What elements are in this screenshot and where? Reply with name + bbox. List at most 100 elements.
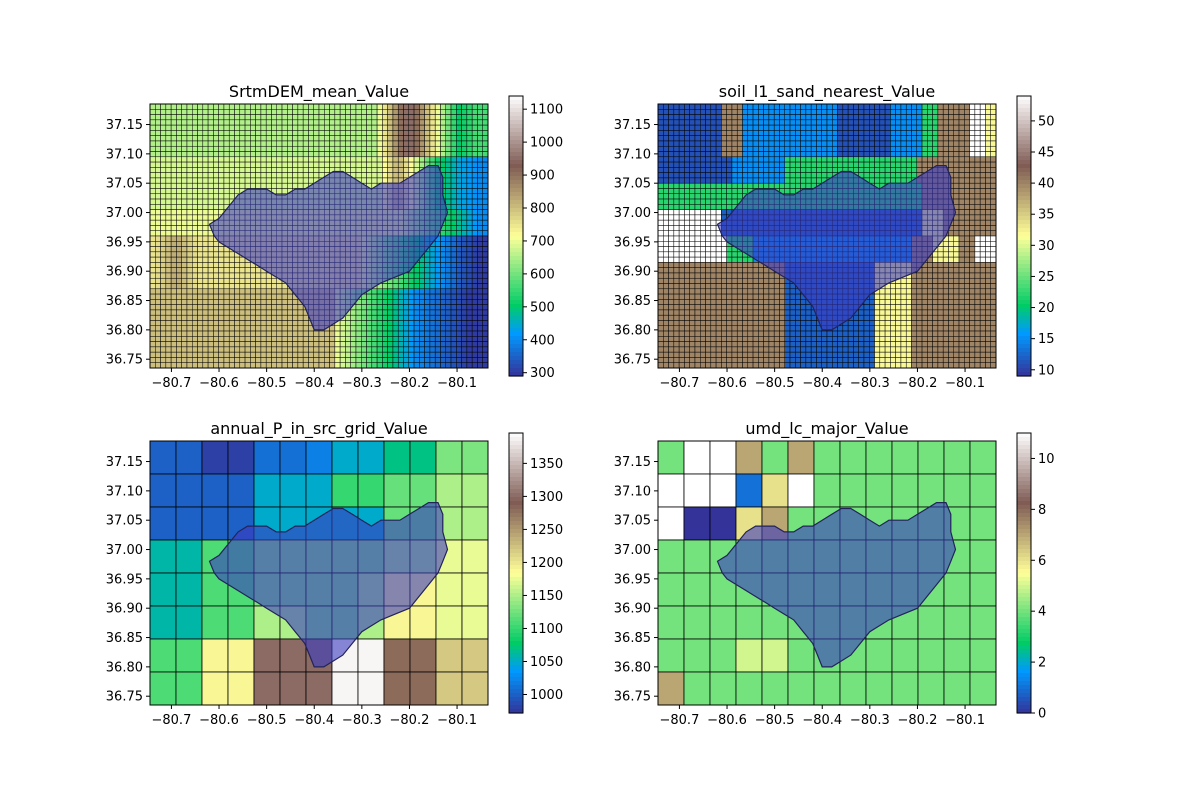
heatmap-cell <box>700 193 706 200</box>
heatmap-cell <box>456 230 462 237</box>
heatmap-cell <box>440 130 447 136</box>
heatmap-cell <box>752 167 759 173</box>
heatmap-cell <box>466 193 473 200</box>
heatmap-cell <box>197 351 204 358</box>
heatmap-cell <box>445 188 452 195</box>
heatmap-cell <box>705 119 712 126</box>
heatmap-cell <box>345 140 351 147</box>
heatmap-cell <box>197 362 204 369</box>
heatmap-cell <box>731 167 738 173</box>
heatmap-cell <box>461 225 468 231</box>
heatmap-cell <box>292 351 299 358</box>
heatmap-cell <box>318 103 325 110</box>
heatmap-cell <box>424 156 431 163</box>
heatmap-cell <box>768 151 775 158</box>
heatmap-cell <box>477 330 483 337</box>
heatmap-cell <box>186 346 193 353</box>
heatmap-cell <box>821 172 828 179</box>
heatmap-cell <box>250 346 256 353</box>
heatmap-cell <box>450 277 457 284</box>
heatmap-cell <box>863 130 870 136</box>
heatmap-cell <box>657 177 664 184</box>
heatmap-cell <box>847 114 854 121</box>
heatmap-cell <box>165 219 172 226</box>
heatmap-cell <box>255 325 262 332</box>
heatmap-cell <box>684 172 690 179</box>
heatmap-cell <box>450 262 457 268</box>
heatmap-cell <box>186 209 193 216</box>
heatmap-cell <box>170 336 177 342</box>
heatmap-cell <box>176 241 182 247</box>
heatmap-cell <box>842 145 849 152</box>
heatmap-cell <box>202 293 209 300</box>
heatmap-cell <box>387 346 394 353</box>
colorbar-segment <box>509 220 523 225</box>
heatmap-cell <box>339 341 346 348</box>
heatmap-cell <box>958 114 965 121</box>
heatmap-cell <box>155 246 161 253</box>
heatmap-cell <box>366 299 373 305</box>
heatmap-cell <box>979 161 986 168</box>
heatmap-cell <box>434 309 441 316</box>
heatmap-cell <box>445 103 452 110</box>
heatmap-cell <box>334 135 341 142</box>
heatmap-cell <box>964 140 970 147</box>
heatmap-cell <box>397 140 404 147</box>
heatmap-cell <box>160 140 167 147</box>
heatmap-cell <box>218 151 225 158</box>
heatmap-cell <box>408 156 415 163</box>
heatmap-cell <box>990 114 997 121</box>
heatmap-cell <box>678 209 685 216</box>
heatmap-cell <box>736 109 743 115</box>
heatmap-cell <box>450 193 457 200</box>
heatmap-cell <box>445 151 452 158</box>
heatmap-cell <box>424 103 431 110</box>
heatmap-cell <box>255 314 262 321</box>
heatmap-cell <box>482 124 489 131</box>
heatmap-cell <box>742 161 749 168</box>
heatmap-cell <box>795 140 801 147</box>
heatmap-cell <box>350 357 357 363</box>
heatmap-cell <box>747 177 754 184</box>
heatmap-cell <box>985 135 991 142</box>
heatmap-cell <box>308 172 314 179</box>
heatmap-cell <box>276 161 283 168</box>
heatmap-cell <box>197 130 204 136</box>
heatmap-cell <box>186 304 193 311</box>
y-tick-label: 37.05 <box>106 177 143 192</box>
heatmap-cell <box>165 156 172 163</box>
heatmap-cell <box>376 288 383 295</box>
heatmap-cell <box>731 103 738 110</box>
heatmap-cell <box>742 103 749 110</box>
heatmap-cell <box>663 172 669 179</box>
heatmap-cell <box>239 346 246 353</box>
heatmap-cell <box>974 204 981 210</box>
heatmap-cell <box>234 304 241 311</box>
heatmap-cell <box>942 130 949 136</box>
heatmap-cell <box>900 114 907 121</box>
heatmap-cell <box>276 309 283 316</box>
heatmap-cell <box>287 351 293 358</box>
heatmap-cell <box>197 357 204 363</box>
heatmap-cell <box>700 124 706 131</box>
heatmap-cell <box>758 161 764 168</box>
heatmap-cell <box>816 124 822 131</box>
heatmap-cell <box>255 309 262 316</box>
heatmap-cell <box>181 341 188 348</box>
heatmap-cell <box>879 145 886 152</box>
heatmap-cell <box>382 140 388 147</box>
heatmap-cell <box>186 198 193 205</box>
heatmap-cell <box>382 288 388 295</box>
heatmap-cell <box>694 219 701 226</box>
heatmap-cell <box>810 103 817 110</box>
heatmap-cell <box>482 204 489 210</box>
heatmap-cell <box>668 219 675 226</box>
heatmap-cell <box>186 256 193 263</box>
heatmap-cell <box>721 156 727 163</box>
heatmap-cell <box>181 256 188 263</box>
heatmap-cell <box>271 161 278 168</box>
heatmap-cell <box>461 177 468 184</box>
heatmap-cell <box>287 145 293 152</box>
heatmap-cell <box>371 103 378 110</box>
heatmap-cell <box>408 304 415 311</box>
